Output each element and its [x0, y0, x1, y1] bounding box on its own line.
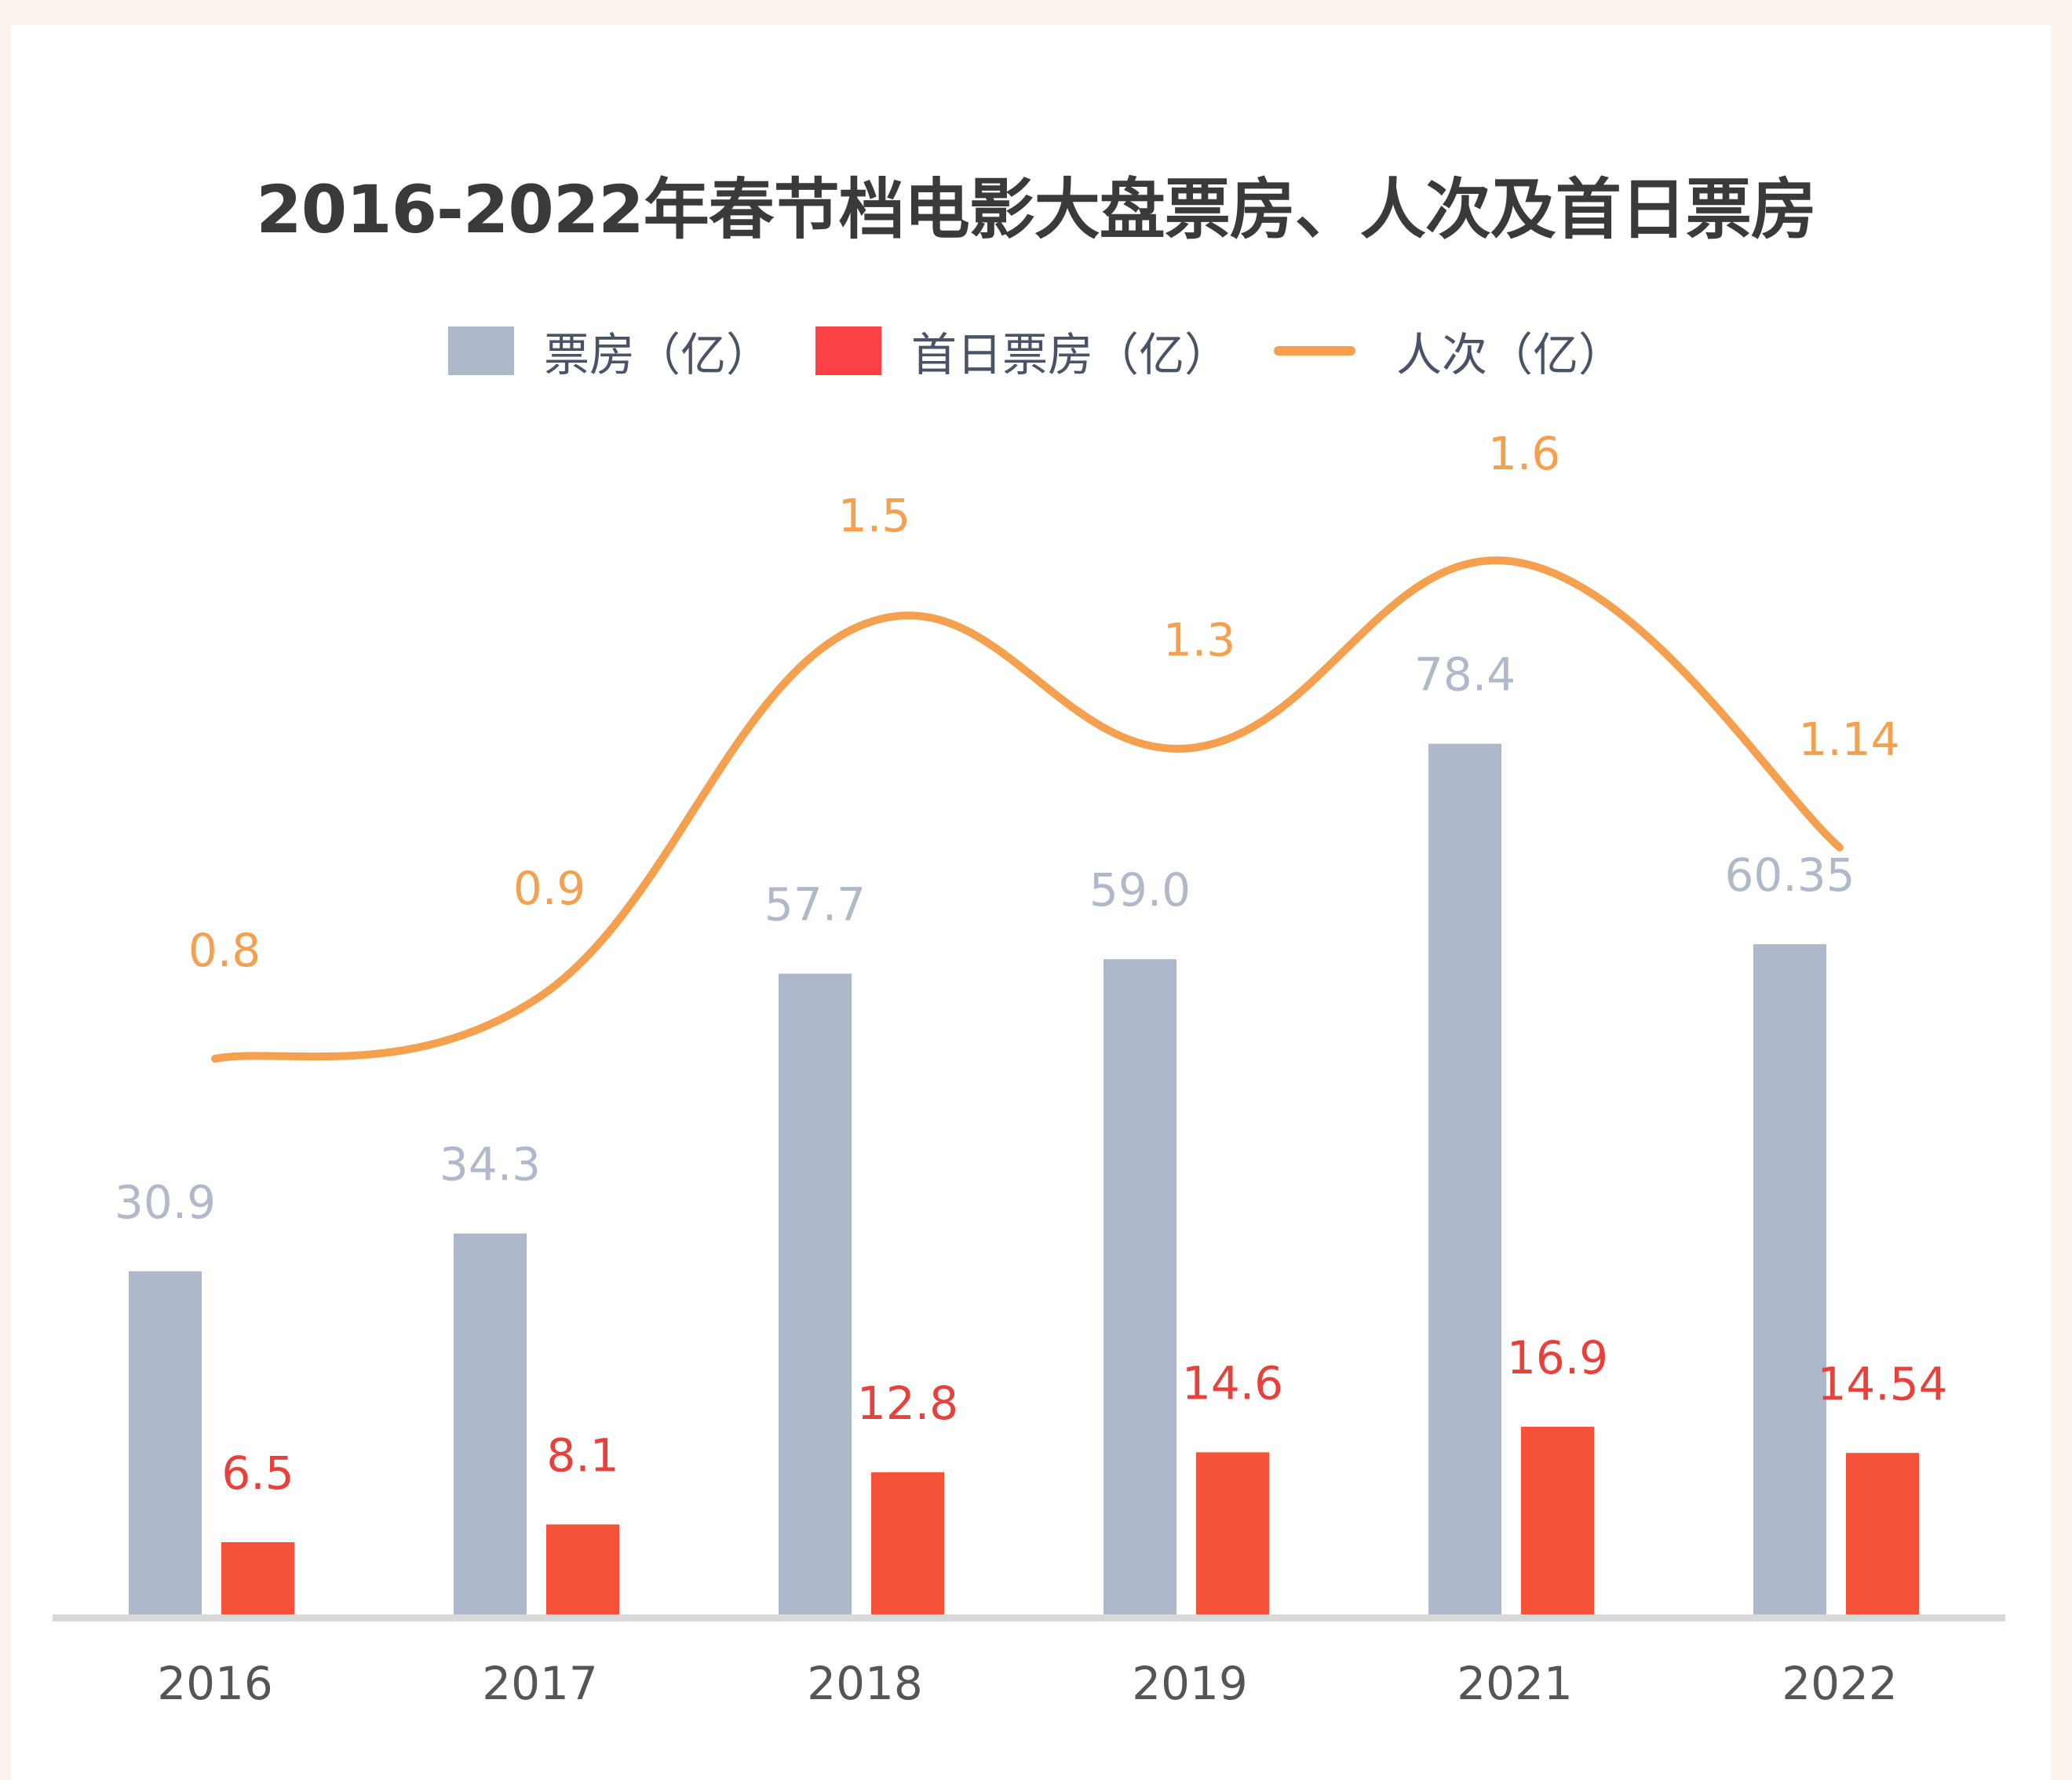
bar-box-office-2018 — [779, 973, 852, 1614]
data-label-admissions: 1.3 — [1163, 613, 1235, 666]
bar-first-day-2022 — [1846, 1453, 1919, 1614]
data-label-box-office: 60.35 — [1724, 848, 1855, 902]
x-axis-line — [53, 1614, 2005, 1621]
legend-item-box-office: 票房（亿） — [447, 318, 772, 384]
data-label-first-day: 8.1 — [546, 1428, 618, 1482]
legend-swatch-first-day — [815, 326, 881, 375]
bar-first-day-2018 — [871, 1472, 944, 1614]
legend-label: 人次（亿） — [1396, 328, 1625, 381]
bar-box-office-2017 — [454, 1233, 527, 1614]
data-label-first-day: 14.6 — [1182, 1356, 1283, 1410]
data-label-first-day: 14.54 — [1817, 1357, 1947, 1410]
data-label-admissions: 0.9 — [513, 862, 585, 915]
data-label-box-office: 57.7 — [764, 878, 866, 932]
line-admissions — [211, 556, 1844, 1063]
bar-box-office-2019 — [1103, 959, 1176, 1614]
legend-label: 票房（亿） — [543, 328, 772, 381]
legend-line-admissions — [1274, 346, 1355, 356]
legend-swatch-box-office — [447, 326, 514, 375]
data-label-first-day: 16.9 — [1507, 1331, 1608, 1384]
bar-box-office-2022 — [1753, 944, 1826, 1614]
data-label-admissions: 1.14 — [1798, 713, 1899, 766]
bar-first-day-2016 — [221, 1542, 294, 1614]
bar-first-day-2017 — [546, 1524, 619, 1614]
data-label-box-office: 78.4 — [1414, 648, 1516, 702]
x-tick-label: 2019 — [1132, 1657, 1248, 1710]
data-label-first-day: 6.5 — [221, 1446, 294, 1500]
data-label-first-day: 12.8 — [857, 1377, 958, 1430]
chart-card — [11, 25, 2052, 1780]
data-label-box-office: 30.9 — [115, 1176, 216, 1229]
bar-first-day-2021 — [1521, 1426, 1594, 1614]
x-tick-label: 2018 — [807, 1657, 923, 1710]
data-label-box-office: 59.0 — [1089, 863, 1191, 917]
bar-first-day-2019 — [1196, 1452, 1269, 1614]
data-label-admissions: 0.8 — [188, 924, 261, 977]
x-tick-label: 2017 — [482, 1657, 598, 1710]
legend-item-first-day: 首日票房（亿） — [815, 318, 1230, 384]
chart-title: 2016-2022年春节档电影大盘票房、人次及首日票房 — [256, 171, 1816, 248]
bar-box-office-2021 — [1428, 743, 1501, 1614]
x-tick-label: 2016 — [157, 1657, 273, 1710]
x-tick-label: 2021 — [1457, 1657, 1573, 1710]
bar-box-office-2016 — [129, 1271, 202, 1614]
legend-item-admissions: 人次（亿） — [1274, 318, 1624, 384]
legend-label: 首日票房（亿） — [910, 328, 1230, 381]
data-label-box-office: 34.3 — [440, 1138, 541, 1191]
x-tick-label: 2022 — [1782, 1657, 1898, 1710]
legend: 票房（亿） 首日票房（亿） 人次（亿） — [0, 318, 2072, 384]
data-label-admissions: 1.5 — [838, 489, 910, 542]
data-label-admissions: 1.6 — [1488, 427, 1560, 480]
